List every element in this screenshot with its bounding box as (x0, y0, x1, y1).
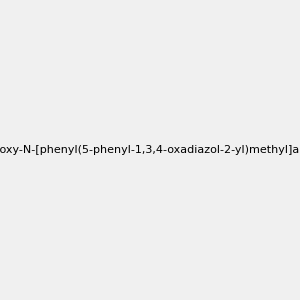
Text: 4-ethoxy-N-[phenyl(5-phenyl-1,3,4-oxadiazol-2-yl)methyl]aniline: 4-ethoxy-N-[phenyl(5-phenyl-1,3,4-oxadia… (0, 145, 300, 155)
